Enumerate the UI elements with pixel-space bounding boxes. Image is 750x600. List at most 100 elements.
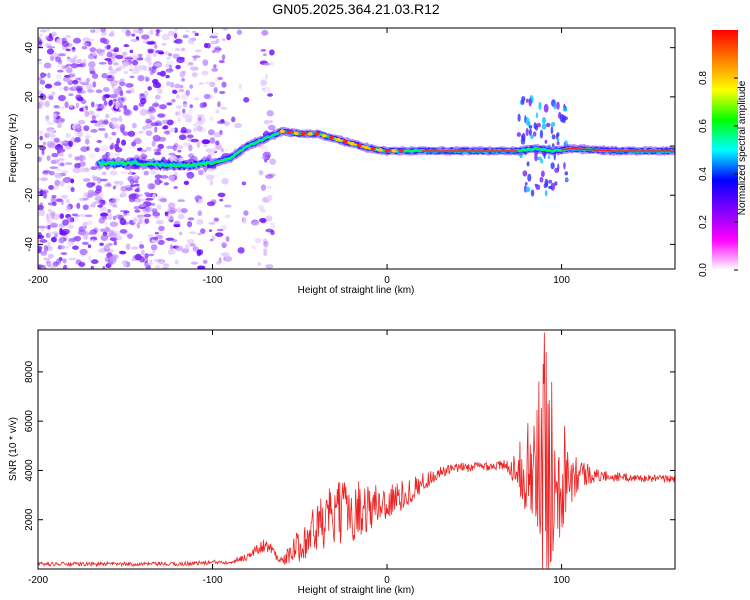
spectrogram-ridge-layer: [95, 126, 675, 173]
spectrogram-noise-blob: [171, 89, 177, 94]
spectrogram-noise-blob: [55, 56, 62, 60]
spectrogram-noise-blob: [58, 86, 63, 91]
snr-ytick-label: 6000: [24, 410, 35, 433]
spectrogram-burst-blob: [530, 134, 534, 140]
spectrogram-noise-blob: [231, 116, 236, 123]
spectrogram-noise-blob: [131, 246, 139, 250]
spectrogram-noise-blob: [42, 171, 49, 175]
spectrogram-noise-blob: [158, 229, 165, 235]
spectrogram-noise-blob: [64, 74, 71, 78]
spectrogram-noise-blob: [269, 158, 277, 165]
spectrogram-noise-blob: [47, 231, 53, 237]
spectrogram-noise-blob: [76, 202, 81, 209]
spectrogram-noise-blob: [51, 231, 60, 235]
colorbar-tick-label: 0.8: [698, 71, 709, 85]
spectrogram-noise-blob: [103, 100, 108, 106]
spectrogram-noise-blob: [45, 260, 50, 265]
spectrogram-noise-blob: [58, 59, 63, 65]
spectrogram-noise-blob: [139, 109, 148, 116]
spectrogram-noise-blob: [215, 38, 220, 44]
spectrogram-noise-blob: [269, 49, 275, 56]
spectrogram-noise-blob: [183, 142, 190, 148]
spectrogram-noise-blob: [62, 264, 68, 269]
spectrogram-noise-blob: [119, 180, 124, 186]
spectrogram-noise-blob: [112, 62, 119, 66]
spectrogram-burst-blob: [530, 189, 535, 197]
spectrogram-noise-blob: [186, 134, 194, 139]
spectrogram-noise-blob: [107, 100, 112, 106]
spectrogram-noise-blob: [63, 86, 69, 91]
colorbar-scale: [712, 30, 738, 270]
spectrogram-noise-blob: [262, 248, 268, 253]
spectrogram-ridge-core: [561, 147, 675, 152]
spectrogram-noise-blob: [116, 137, 121, 144]
spectrogram-noise-blob: [51, 194, 57, 199]
spectrogram-noise-blob: [145, 76, 150, 82]
spectrogram-noise-blob: [101, 216, 108, 220]
spectrogram-noise-blob: [47, 72, 51, 79]
spectrogram-noise-blob: [91, 115, 96, 121]
spectrogram-noise-blob: [79, 248, 88, 255]
spectrogram-noise-blob: [119, 209, 129, 213]
spectrogram-burst-blob: [547, 155, 551, 160]
spectrogram-noise-blob: [58, 152, 64, 157]
spectrogram-noise-blob: [136, 57, 144, 61]
spectrogram-noise-blob: [83, 107, 87, 113]
spectrogram-noise-blob: [53, 81, 62, 86]
spectrogram-noise-blob: [51, 31, 57, 37]
spec-ytick-label: 20: [24, 91, 35, 103]
spectrogram-noise-blob: [166, 57, 171, 60]
spectrogram-noise-blob: [43, 192, 47, 199]
spectrogram-noise-blob: [46, 48, 55, 55]
spectrogram-noise-blob: [154, 33, 159, 36]
spectrogram-noise-blob: [83, 125, 90, 132]
spectrogram-noise-blob: [61, 37, 67, 44]
spectrogram-burst-blob: [563, 161, 566, 170]
spectrogram-noise-blob: [184, 128, 192, 134]
spectrogram-noise-blob: [38, 100, 45, 107]
spectrogram-noise-blob: [119, 229, 128, 234]
spectrogram-noise-blob: [260, 49, 267, 52]
spectrogram-burst-blob: [540, 170, 545, 178]
spectrogram-burst-blob: [544, 190, 548, 197]
spectrogram-noise-blob: [100, 28, 107, 33]
spectrogram-noise-blob: [144, 253, 149, 259]
spectrogram-y-label: Frequency (Hz): [8, 114, 19, 183]
spectrogram-noise-blob: [47, 46, 56, 49]
spectrogram-noise-blob: [159, 198, 168, 203]
spectrogram-noise-blob: [219, 241, 228, 245]
spectrogram-noise-blob: [83, 234, 89, 241]
spectrogram-noise-blob: [266, 194, 273, 201]
spectrogram-noise-blob: [187, 217, 195, 221]
spectrogram-noise-blob: [65, 162, 73, 165]
spectrogram-noise-blob: [157, 198, 166, 202]
spectrogram-noise-blob: [192, 246, 199, 252]
spectrogram-noise-blob: [114, 153, 121, 156]
spectrogram-noise-blob: [167, 249, 175, 255]
spectrogram-noise-blob: [143, 213, 152, 218]
spectrogram-noise-blob: [161, 42, 167, 46]
spectrogram-noise-blob: [166, 102, 173, 106]
spectrogram-noise-blob: [151, 208, 158, 214]
spectrogram-noise-blob: [42, 141, 46, 146]
spectrogram-noise-blob: [60, 252, 68, 255]
spectrogram-noise-blob: [122, 61, 130, 67]
spectrogram-noise-blob: [210, 221, 216, 225]
spectrogram-burst-blob: [521, 132, 526, 142]
spectrogram-noise-blob: [154, 174, 163, 179]
spectrogram-noise-blob: [213, 86, 218, 94]
spectrogram-noise-blob: [145, 193, 152, 198]
spectrogram-ridge-peak: [349, 141, 355, 146]
spectrogram-noise-blob: [182, 108, 186, 114]
spectrogram-noise-blob: [99, 178, 108, 182]
spectrogram-noise-blob: [82, 80, 87, 84]
spectrogram-noise-blob: [57, 64, 66, 68]
spectrogram-noise-blob: [39, 79, 46, 85]
colorbar-tick-label: 0.6: [698, 119, 709, 133]
spectrogram-noise-blob: [224, 121, 230, 126]
spectrogram-noise-blob: [98, 61, 107, 65]
spectrogram-noise-blob: [87, 244, 92, 249]
spectrogram-noise-blob: [43, 62, 52, 69]
spectrogram-noise-blob: [155, 94, 161, 100]
spectrogram-noise-blob: [163, 182, 169, 186]
